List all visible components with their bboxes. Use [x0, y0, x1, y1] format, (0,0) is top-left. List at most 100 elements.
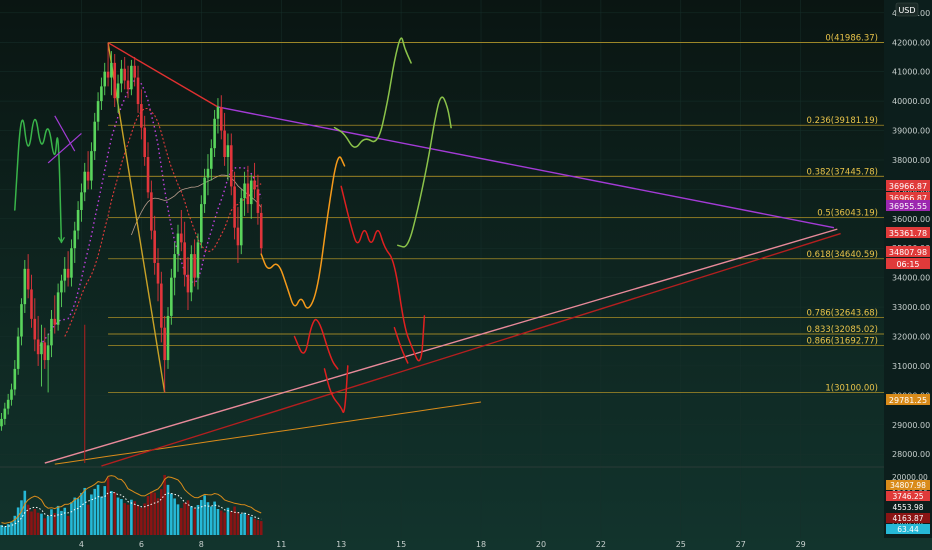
- volume-bar: [86, 504, 90, 535]
- candle-body: [219, 106, 223, 131]
- currency-badge[interactable]: USD: [895, 2, 919, 17]
- volume-bar: [160, 489, 163, 535]
- forecast-paths[interactable]: [14, 37, 452, 413]
- volume-bar: [173, 498, 176, 535]
- candle-body: [216, 106, 220, 119]
- candle-body: [243, 183, 246, 199]
- volume-readout: 63.44: [886, 524, 930, 534]
- price-tick-label: 40000.00: [892, 97, 930, 106]
- time-axis[interactable]: 4 6 8 11 13 15 18 20 22 25 27 29: [79, 540, 806, 549]
- support-red: [101, 232, 841, 467]
- candle-body: [80, 192, 83, 210]
- volume-bar: [110, 491, 113, 535]
- volume-bar: [249, 516, 253, 535]
- price-tick-label: 33000.00: [892, 303, 930, 312]
- volume-bar: [166, 484, 170, 535]
- candle-body: [50, 318, 53, 346]
- price-axis[interactable]: 28000.0029000.0030000.0031000.0032000.00…: [886, 9, 930, 534]
- volume-bar: [10, 522, 13, 535]
- fib-level-label: 0(41986.37): [825, 34, 878, 44]
- badge-text: 34807.98: [889, 248, 927, 257]
- price-tick-label: 29000.00: [892, 421, 930, 430]
- volume-bar: [93, 488, 97, 535]
- candle-body: [180, 233, 183, 243]
- volume-bar: [36, 512, 40, 535]
- volume-bar: [126, 504, 130, 535]
- price-axis-badge: 36966.87: [886, 180, 930, 191]
- red-path-small: [293, 318, 339, 370]
- volume-readout: 34807.98: [886, 480, 930, 490]
- volume-bar: [176, 504, 180, 535]
- volume-bar: [229, 511, 233, 535]
- volume-readout: 4553.98: [886, 502, 930, 512]
- volume-readout: 4163.87: [886, 513, 930, 523]
- candle-body: [116, 83, 120, 99]
- candle-body: [113, 62, 117, 99]
- time-tick-label: 29: [796, 540, 806, 549]
- candle-body: [20, 304, 23, 337]
- badge-text: 35361.78: [889, 229, 927, 238]
- volume-bar: [216, 509, 220, 535]
- volume-readout-text: 34807.98: [890, 481, 926, 490]
- time-tick-label: 8: [199, 540, 204, 549]
- volume-bar: [90, 494, 93, 535]
- candle-body: [96, 101, 100, 122]
- volume-bar: [186, 500, 190, 535]
- volume-bar: [50, 509, 53, 535]
- price-tick-label: 38000.00: [892, 156, 930, 165]
- candle-body: [130, 65, 133, 90]
- price-axis-badge: 36955.55: [886, 200, 930, 211]
- volume-bar: [133, 501, 136, 535]
- candle-body: [146, 157, 150, 193]
- candle-body: [103, 71, 107, 87]
- candle-body: [206, 168, 210, 178]
- volume-bar: [43, 518, 47, 535]
- volume-bar: [40, 513, 43, 535]
- candle-body: [36, 339, 40, 355]
- volume-bar: [190, 506, 193, 535]
- trendlines[interactable]: [44, 42, 841, 467]
- candle-body: [26, 268, 30, 290]
- volume-bar: [196, 504, 200, 535]
- volume-bar: [183, 502, 186, 535]
- candle-body: [190, 254, 193, 293]
- time-tick-label: 25: [676, 540, 686, 549]
- volume-bar: [56, 505, 60, 535]
- volume-bar: [63, 507, 67, 535]
- price-axis-badge: 34807.98: [886, 246, 930, 257]
- fib-level-label: 0.618(34640.59): [806, 250, 878, 260]
- volume-readout-bg: [886, 524, 930, 534]
- fib-level-label: 0.786(32643.68): [806, 309, 878, 319]
- candle-body: [256, 189, 260, 213]
- volume-bar: [30, 511, 33, 535]
- price-tick-label: 36000.00: [892, 215, 930, 224]
- price-axis-badge: 06:15: [886, 258, 930, 269]
- support-pink: [44, 228, 838, 464]
- volume-readout-text: 3746.25: [892, 492, 923, 501]
- volume-ma-orange: [1, 475, 262, 524]
- volume-bar: [226, 507, 230, 535]
- price-axis-badge: 29781.25: [886, 394, 930, 405]
- price-tick-label: 31000.00: [892, 362, 930, 371]
- fib-level-label: 0.866(31692.77): [806, 337, 878, 347]
- fibonacci-retracement[interactable]: 0(41986.37) 0.236(39181.19) 0.382(37445.78…: [108, 34, 884, 394]
- candle-body: [200, 204, 203, 243]
- ma-beige: [131, 174, 262, 236]
- candle-body: [106, 71, 110, 78]
- pattern-flag-lower: [47, 133, 82, 164]
- volume-bar: [113, 492, 117, 535]
- candle-body: [239, 198, 243, 246]
- candle-body: [53, 318, 57, 325]
- red-path-lower: [393, 326, 409, 364]
- candle-body: [249, 180, 253, 205]
- pattern-zigzag: [14, 118, 63, 244]
- time-tick-label: 11: [276, 540, 286, 549]
- candle-body: [76, 209, 80, 231]
- volume-readout-bg: [886, 513, 930, 523]
- volume-bar: [13, 515, 17, 535]
- candle-body: [253, 180, 256, 190]
- volume-bar: [130, 499, 133, 535]
- candle-body: [63, 268, 67, 281]
- candles: [0, 42, 263, 431]
